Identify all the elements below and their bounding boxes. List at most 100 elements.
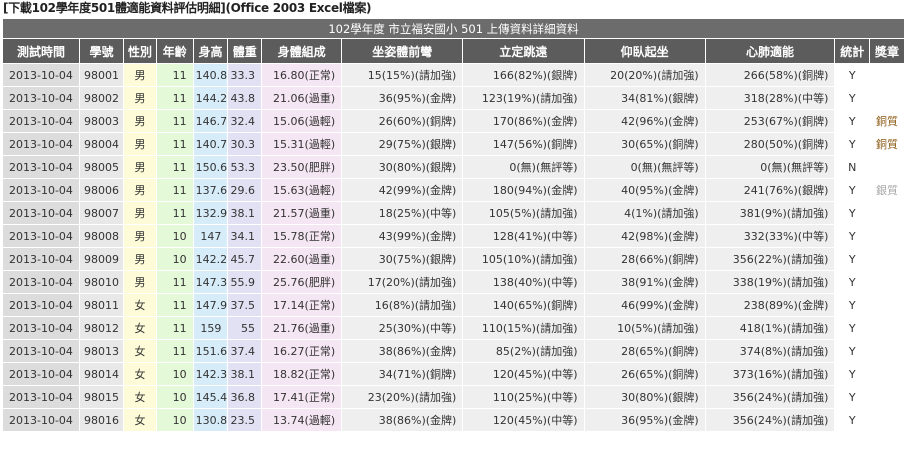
table-caption-row: 102學年度 市立福安國小 501 上傳資料詳細資料 — [3, 19, 904, 38]
cell-weight: 29.6 — [228, 179, 262, 201]
cell-age: 11 — [156, 271, 193, 293]
cell-age: 10 — [156, 363, 193, 385]
cell-sit-ups: 20(20%)(請加強) — [584, 64, 705, 86]
col-header-student-id: 學號 — [79, 39, 124, 63]
download-excel-label[interactable]: [下載102學年度501體適能資料評估明細](Office 2003 Excel… — [3, 1, 372, 15]
cell-stats: N — [835, 156, 870, 178]
fitness-results-table: 102學年度 市立福安國小 501 上傳資料詳細資料 測試時間 學號 性別 年齡… — [2, 18, 905, 432]
cell-student-id: 98007 — [79, 202, 124, 224]
cell-cardio: 253(67%)(銅牌) — [705, 110, 835, 132]
cell-test-date: 2013-10-04 — [3, 271, 79, 293]
cell-standing-long-jump: 147(56%)(銅牌) — [463, 133, 584, 155]
table-row: 2013-10-04 98013 女 11 151.6 37.4 16.27(正常) 38(8… — [3, 340, 904, 362]
cell-weight: 38.1 — [228, 363, 262, 385]
cell-sit-and-reach: 34(71%)(銅牌) — [342, 363, 463, 385]
cell-test-date: 2013-10-04 — [3, 294, 79, 316]
cell-cardio: 356(24%)(請加強) — [705, 386, 835, 408]
cell-sex: 女 — [124, 363, 156, 385]
cell-age: 11 — [156, 110, 193, 132]
table-row: 2013-10-04 98014 女 10 142.3 38.1 18.82(正常) 34(7… — [3, 363, 904, 385]
cell-test-date: 2013-10-04 — [3, 64, 79, 86]
cell-sit-ups: 42(96%)(金牌) — [584, 110, 705, 132]
col-header-sit-and-reach: 坐姿體前彎 — [342, 39, 463, 63]
cell-stats: Y — [835, 179, 870, 201]
cell-sit-and-reach: 29(75%)(銀牌) — [342, 133, 463, 155]
cell-standing-long-jump: 170(86%)(金牌) — [463, 110, 584, 132]
cell-height: 144.2 — [193, 87, 228, 109]
cell-medal — [870, 409, 904, 431]
cell-body-composition: 13.74(過輕) — [262, 409, 342, 431]
cell-student-id: 98001 — [79, 64, 124, 86]
cell-age: 10 — [156, 386, 193, 408]
cell-standing-long-jump: 120(45%)(中等) — [463, 363, 584, 385]
table-row: 2013-10-04 98003 男 11 146.7 32.4 15.06(過輕) 26(6… — [3, 110, 904, 132]
cell-stats: Y — [835, 202, 870, 224]
cell-stats: Y — [835, 248, 870, 270]
cell-weight: 33.3 — [228, 64, 262, 86]
col-header-sit-ups: 仰臥起坐 — [584, 39, 705, 63]
cell-sex: 男 — [124, 271, 156, 293]
cell-age: 11 — [156, 294, 193, 316]
cell-medal — [870, 271, 904, 293]
cell-student-id: 98012 — [79, 317, 124, 339]
cell-standing-long-jump: 138(40%)(中等) — [463, 271, 584, 293]
cell-sit-ups: 30(80%)(銀牌) — [584, 386, 705, 408]
cell-height: 151.6 — [193, 340, 228, 362]
cell-cardio: 266(58%)(銅牌) — [705, 64, 835, 86]
cell-height: 145.4 — [193, 386, 228, 408]
cell-cardio: 356(24%)(請加強) — [705, 409, 835, 431]
cell-sit-ups: 40(95%)(金牌) — [584, 179, 705, 201]
cell-age: 10 — [156, 409, 193, 431]
cell-sit-and-reach: 36(95%)(金牌) — [342, 87, 463, 109]
table-row: 2013-10-04 98006 男 11 137.6 29.6 15.63(過輕) 42(9… — [3, 179, 904, 201]
cell-body-composition: 25.76(肥胖) — [262, 271, 342, 293]
cell-student-id: 98015 — [79, 386, 124, 408]
cell-sit-and-reach: 42(99%)(金牌) — [342, 179, 463, 201]
cell-test-date: 2013-10-04 — [3, 340, 79, 362]
table-row: 2013-10-04 98010 男 11 147.3 55.9 25.76(肥胖) 17(2… — [3, 271, 904, 293]
cell-age: 10 — [156, 248, 193, 270]
table-row: 2013-10-04 98001 男 11 140.8 33.3 16.80(正常) 15(1… — [3, 64, 904, 86]
cell-student-id: 98009 — [79, 248, 124, 270]
cell-age: 11 — [156, 87, 193, 109]
cell-student-id: 98006 — [79, 179, 124, 201]
cell-test-date: 2013-10-04 — [3, 87, 79, 109]
cell-stats: Y — [835, 386, 870, 408]
cell-sit-ups: 4(1%)(請加強) — [584, 202, 705, 224]
cell-body-composition: 17.14(正常) — [262, 294, 342, 316]
cell-height: 140.8 — [193, 64, 228, 86]
cell-sex: 男 — [124, 156, 156, 178]
cell-sex: 女 — [124, 294, 156, 316]
cell-weight: 37.5 — [228, 294, 262, 316]
cell-sit-ups: 30(65%)(銅牌) — [584, 133, 705, 155]
cell-stats: Y — [835, 294, 870, 316]
cell-sex: 男 — [124, 110, 156, 132]
cell-weight: 53.3 — [228, 156, 262, 178]
cell-stats: Y — [835, 317, 870, 339]
cell-medal — [870, 64, 904, 86]
cell-weight: 36.8 — [228, 386, 262, 408]
cell-height: 130.8 — [193, 409, 228, 431]
cell-sit-and-reach: 18(25%)(中等) — [342, 202, 463, 224]
cell-sex: 男 — [124, 179, 156, 201]
cell-body-composition: 18.82(正常) — [262, 363, 342, 385]
cell-cardio: 338(19%)(請加強) — [705, 271, 835, 293]
cell-sex: 女 — [124, 386, 156, 408]
cell-sex: 男 — [124, 225, 156, 247]
cell-sit-ups: 42(98%)(金牌) — [584, 225, 705, 247]
cell-medal — [870, 87, 904, 109]
table-header-row: 測試時間 學號 性別 年齡 身高 體重 身體組成 坐姿體前彎 立定跳遠 仰臥起坐… — [3, 39, 904, 63]
col-header-test-date: 測試時間 — [3, 39, 79, 63]
cell-sit-and-reach: 17(20%)(請加強) — [342, 271, 463, 293]
cell-cardio: 374(8%)(請加強) — [705, 340, 835, 362]
cell-sit-and-reach: 43(99%)(金牌) — [342, 225, 463, 247]
cell-age: 11 — [156, 179, 193, 201]
cell-sit-ups: 28(65%)(銅牌) — [584, 340, 705, 362]
cell-medal — [870, 363, 904, 385]
cell-sit-ups: 0(無)(無評等) — [584, 156, 705, 178]
download-excel-link[interactable]: [下載102學年度501體適能資料評估明細](Office 2003 Excel… — [0, 0, 907, 18]
cell-standing-long-jump: 110(15%)(請加強) — [463, 317, 584, 339]
cell-sit-and-reach: 16(8%)(請加強) — [342, 294, 463, 316]
cell-stats: Y — [835, 409, 870, 431]
cell-height: 132.9 — [193, 202, 228, 224]
